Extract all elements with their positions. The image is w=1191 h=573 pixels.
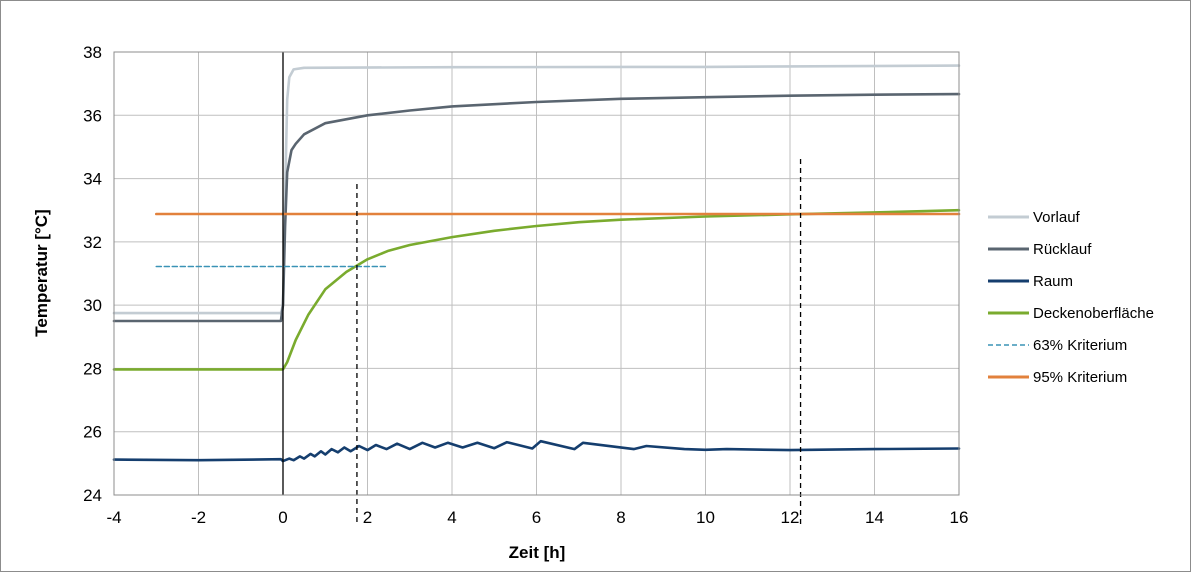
y-tick-label: 24 — [83, 486, 102, 505]
x-tick-label: 6 — [532, 508, 541, 527]
x-tick-label: 8 — [616, 508, 625, 527]
legend-label: Vorlauf — [1033, 209, 1081, 226]
x-tick-label: 12 — [781, 508, 800, 527]
y-tick-label: 32 — [83, 233, 102, 252]
plot-area-border — [113, 51, 960, 496]
series-line-raum — [112, 439, 961, 463]
series-line-r-cklauf — [112, 92, 961, 323]
x-tick-label: 14 — [865, 508, 884, 527]
legend-label: 63% Kriterium — [1033, 337, 1127, 354]
series-group — [112, 64, 961, 463]
y-tick-label: 30 — [83, 296, 102, 315]
y-axis-title: Temperatur [°C] — [32, 209, 51, 336]
y-tick-label: 26 — [83, 423, 102, 442]
x-tick-label: 2 — [363, 508, 372, 527]
legend-label: Deckenoberfläche — [1033, 305, 1154, 322]
x-tick-label: 0 — [278, 508, 287, 527]
x-axis-title: Zeit [h] — [509, 543, 566, 562]
x-tick-label: 16 — [950, 508, 969, 527]
legend-label: Rücklauf — [1033, 241, 1092, 258]
y-tick-label: 38 — [83, 43, 102, 62]
y-tick-label: 28 — [83, 359, 102, 378]
x-tick-label: 4 — [447, 508, 456, 527]
x-tick-label: -4 — [106, 508, 121, 527]
legend-label: 95% Kriterium — [1033, 369, 1127, 386]
x-tick-label: 10 — [696, 508, 715, 527]
vertical-markers — [282, 52, 802, 524]
legend: Vorlauf Rücklauf Raum Deckenoberfläche 63% K… — [988, 209, 1154, 386]
series-line-deckenoberfl-che — [112, 208, 961, 371]
x-tick-label: -2 — [191, 508, 206, 527]
legend-label: Raum — [1033, 273, 1073, 290]
y-tick-label: 34 — [83, 170, 102, 189]
grid — [113, 51, 960, 496]
y-tick-label: 36 — [83, 106, 102, 125]
